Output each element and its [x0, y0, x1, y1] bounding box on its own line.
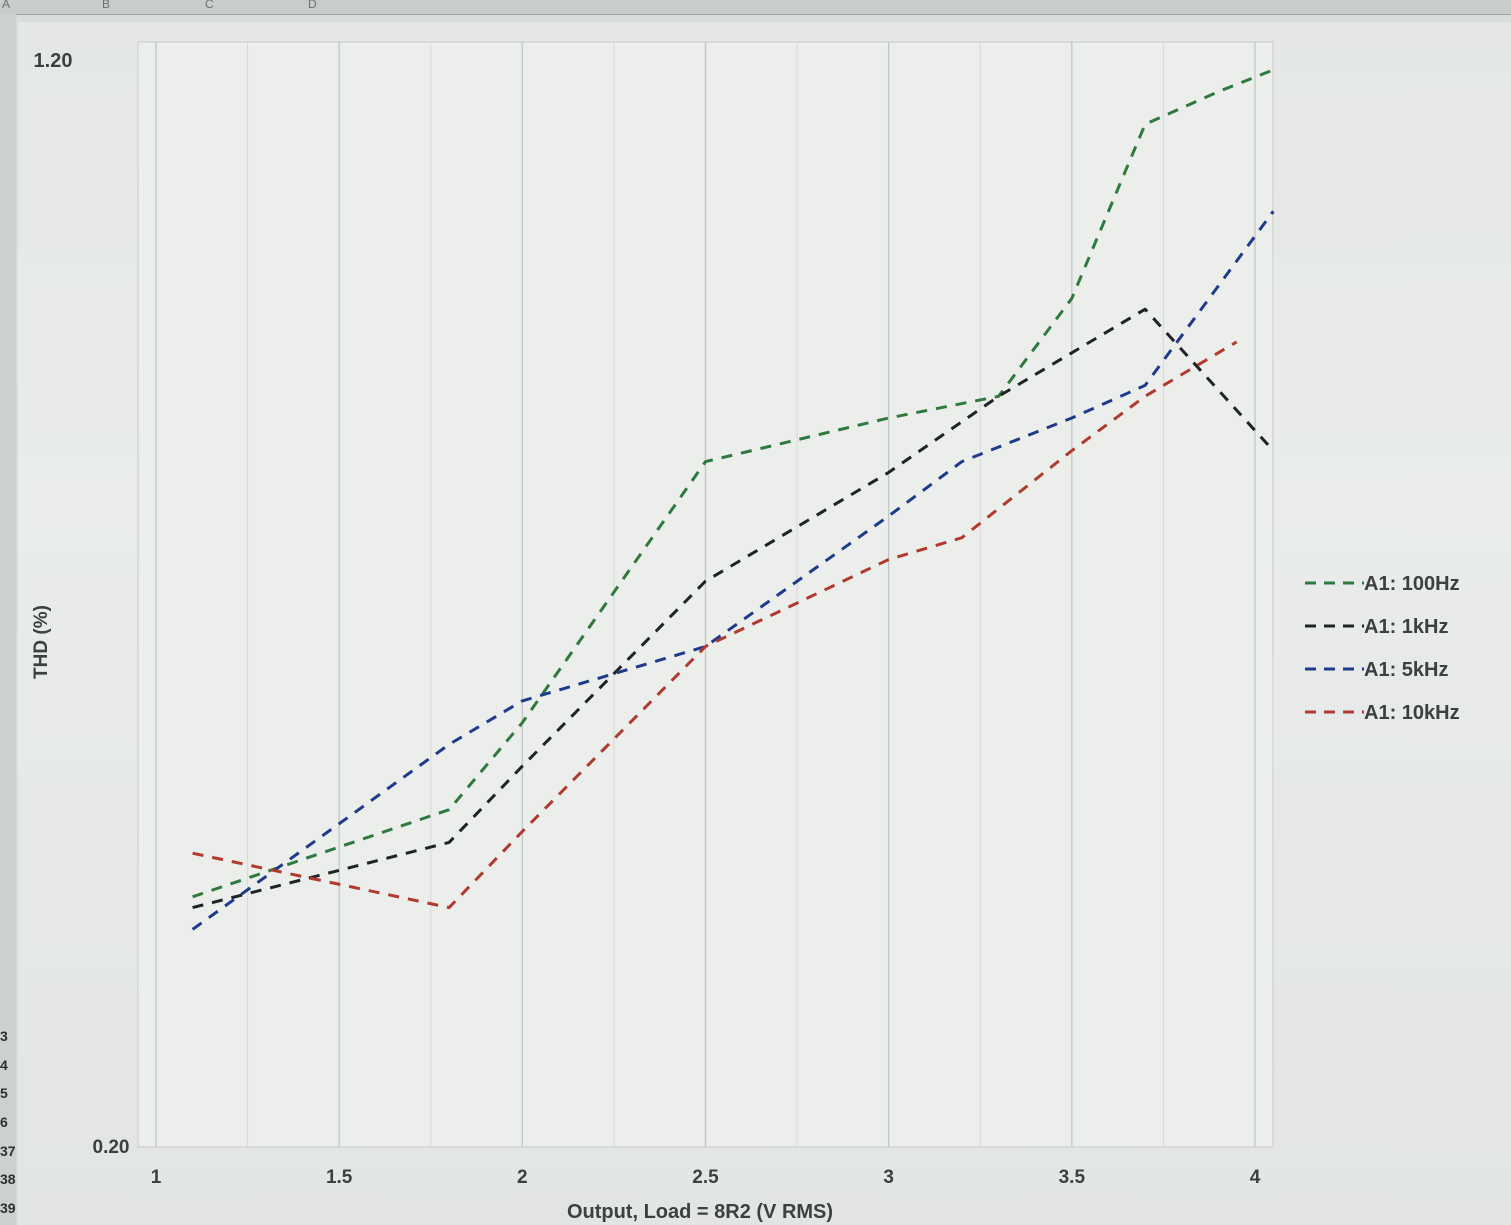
column-letter-c[interactable]: C	[205, 0, 214, 11]
line-chart: 1 1.5 2 2.5 3 3.5 4 1.20 0.20 THD (%) Output, Lo…	[31, 41, 1460, 1223]
row-number[interactable]: 6	[0, 1114, 8, 1130]
x-tick-label: 2	[517, 1167, 528, 1188]
column-letter-a[interactable]: A	[2, 0, 11, 11]
column-letter-d[interactable]: D	[308, 0, 317, 11]
series-line-3[interactable]	[191, 210, 1275, 931]
series-line-4[interactable]	[192, 340, 1238, 910]
x-tick-label: 1.5	[326, 1167, 353, 1188]
legend-label[interactable]: A1: 5kHz	[1364, 659, 1448, 681]
legend-label[interactable]: A1: 100Hz	[1364, 573, 1460, 595]
row-number[interactable]: 38	[0, 1171, 16, 1187]
row-number[interactable]: 3	[0, 1028, 8, 1044]
x-tick-label: 3.5	[1059, 1167, 1086, 1188]
legend-label[interactable]: A1: 1kHz	[1364, 616, 1448, 638]
x-tick-label: 1	[151, 1167, 162, 1188]
x-axis-label: Output, Load = 8R2 (V RMS)	[567, 1201, 833, 1223]
column-letter-b[interactable]: B	[102, 0, 111, 11]
row-number[interactable]: 5	[0, 1085, 8, 1101]
series-group	[191, 68, 1275, 931]
gridlines	[155, 42, 1256, 1147]
row-number[interactable]: 37	[0, 1143, 16, 1159]
y-tick-label: 0.20	[93, 1137, 130, 1158]
row-number[interactable]: 4	[0, 1057, 8, 1073]
legend-label[interactable]: A1: 10kHz	[1364, 702, 1460, 724]
spreadsheet-row-header: 3 4 5 6 37 38 39	[0, 14, 16, 1225]
series-line-2[interactable]	[192, 307, 1275, 910]
chart-area[interactable]: 1 1.5 2 2.5 3 3.5 4 1.20 0.20 THD (%) Output, Lo…	[18, 22, 1511, 1225]
row-number[interactable]: 39	[0, 1200, 16, 1216]
x-tick-label: 3	[883, 1167, 894, 1188]
series-line-1[interactable]	[192, 68, 1274, 899]
x-tick-label: 2.5	[692, 1167, 719, 1188]
x-tick-label: 4	[1250, 1167, 1261, 1188]
y-axis-label: THD (%)	[31, 605, 52, 679]
tick-labels: 1 1.5 2 2.5 3 3.5 4 1.20 0.20	[34, 50, 1261, 1188]
spreadsheet-column-header: A B C D	[0, 0, 1511, 15]
y-tick-label: 1.20	[34, 50, 73, 72]
legend[interactable]: A1: 100Hz A1: 1kHz A1: 5kHz A1: 10kHz	[1305, 573, 1460, 724]
